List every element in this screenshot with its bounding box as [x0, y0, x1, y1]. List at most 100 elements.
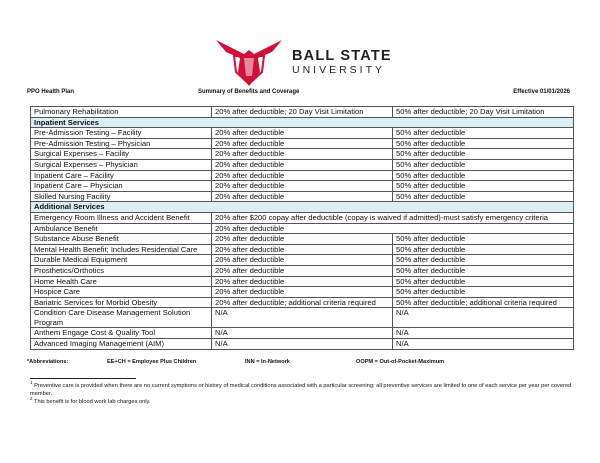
- in-network-cell: 20% after deductible: [211, 137, 393, 150]
- section-header-row: Inpatient Services: [30, 116, 574, 129]
- footnote-mark: 1: [30, 379, 33, 385]
- benefit-name-cell: Inpatient Services: [30, 116, 574, 129]
- table-row: Surgical Expenses – Physician 20% after d…: [30, 158, 574, 171]
- table-row: Inpatient Care – Physician 20% after dedu…: [30, 180, 574, 192]
- benefit-name-cell: Prosthetics/Orthotics: [30, 264, 212, 277]
- out-of-network-cell: 50% after deductible; additional criteri…: [392, 296, 574, 309]
- in-network-cell: 20% after deductible: [211, 233, 393, 245]
- footnote-mark: 2: [30, 395, 33, 401]
- document-body: Pulmonary Rehabilitation 20% after deduct…: [27, 106, 576, 406]
- out-of-network-cell: 50% after deductible: [392, 158, 574, 171]
- table-row: Bariatric Services for Morbid Obesity 20%…: [30, 296, 574, 309]
- benefit-name-cell: Advanced Imaging Management (AIM): [30, 338, 212, 350]
- logo-line2: UNIVERSITY: [292, 64, 386, 76]
- benefit-name-cell: Skilled Nursing Facility: [30, 190, 212, 203]
- in-network-cell: 20% after $200 copay after deductible (c…: [211, 211, 574, 224]
- logo-line1: BALL STATE: [292, 48, 392, 64]
- benefit-name-cell: Inpatient Care – Facility: [30, 169, 212, 182]
- benefit-name-cell: Surgical Expenses – Physician: [30, 158, 212, 171]
- section-header-row: Additional Services: [30, 201, 574, 213]
- plan-name: PPO Health Plan: [27, 89, 75, 95]
- in-network-cell: N/A: [211, 338, 393, 350]
- abbreviations-label: *Abbreviations:: [27, 358, 69, 365]
- out-of-network-cell: N/A: [392, 338, 574, 350]
- in-network-cell: 20% after deductible: [211, 254, 393, 266]
- in-network-cell: 20% after deductible: [211, 243, 393, 256]
- benefit-name-cell: Anthem Engage Cost & Quality Tool: [30, 327, 212, 340]
- out-of-network-cell: 50% after deductible: [392, 180, 574, 192]
- table-row: Pre-Admission Testing – Physician 20% aft…: [30, 137, 574, 150]
- in-network-cell: 20% after deductible: [211, 275, 393, 288]
- document-title: Summary of Benefits and Coverage: [198, 89, 300, 95]
- table-row: Pulmonary Rehabilitation 20% after deduct…: [30, 106, 574, 118]
- abbreviation-item: OOPM = Out-of-Pocket-Maximum: [356, 358, 445, 365]
- footnote-text: Preventive care is provided when there a…: [30, 382, 572, 397]
- footnote-2: 2 This benefit is for blood work lab cha…: [30, 395, 575, 406]
- out-of-network-cell: 50% after deductible: [392, 275, 574, 288]
- table-row: Home Health Care 20% after deductible 50% …: [30, 275, 574, 288]
- benefit-name-cell: Surgical Expenses – Facility: [30, 148, 212, 160]
- benefit-name-cell: Bariatric Services for Morbid Obesity: [30, 296, 212, 309]
- out-of-network-cell: 50% after deductible: [392, 127, 574, 139]
- benefit-name-cell: Pulmonary Rehabilitation: [30, 106, 212, 118]
- in-network-cell: 20% after deductible: [211, 169, 393, 182]
- benefit-name-cell: Home Health Care: [30, 275, 212, 288]
- abbreviation-item: INN = In-Network: [245, 358, 290, 365]
- out-of-network-cell: N/A: [392, 327, 574, 340]
- benefit-name-cell: Hospice Care: [30, 286, 212, 298]
- benefit-name-cell: Substance Abuse Benefit: [30, 233, 212, 245]
- abbreviations-row: *Abbreviations: EE+CH = Employee Plus Ch…: [27, 358, 576, 366]
- table-row: Pre-Admission Testing – Facility 20% afte…: [30, 127, 574, 139]
- out-of-network-cell: 50% after deductible: [392, 233, 574, 245]
- out-of-network-cell: N/A: [392, 307, 574, 329]
- benefit-name-cell: Additional Services: [30, 201, 574, 213]
- abbreviation-item: EE+CH = Employee Plus Children: [107, 358, 197, 365]
- in-network-cell: 20% after deductible: [211, 148, 393, 160]
- table-row: Condition Care Disease Management Soluti…: [30, 307, 574, 329]
- benefit-name-cell: Emergency Room Illness and Accident Bene…: [30, 211, 212, 224]
- in-network-cell: 20% after deductible: [211, 180, 393, 192]
- benefit-name-cell: Ambulance Benefit: [30, 222, 212, 235]
- out-of-network-cell: 50% after deductible: [392, 148, 574, 160]
- out-of-network-cell: 50% after deductible; 20 Day Visit Limit…: [392, 106, 574, 118]
- in-network-cell: 20% after deductible: [211, 127, 393, 139]
- footnote-1: 1 Preventive care is provided when there…: [30, 379, 575, 398]
- table-row: Substance Abuse Benefit 20% after deducti…: [30, 233, 574, 245]
- out-of-network-cell: 50% after deductible: [392, 254, 574, 266]
- in-network-cell: 20% after deductible: [211, 190, 393, 203]
- table-row: Emergency Room Illness and Accident Bene…: [30, 211, 574, 224]
- in-network-cell: 20% after deductible; 20 Day Visit Limit…: [211, 106, 393, 118]
- out-of-network-cell: 50% after deductible: [392, 286, 574, 298]
- in-network-cell: 20% after deductible: [211, 286, 393, 298]
- table-row: Prosthetics/Orthotics 20% after deductibl…: [30, 264, 574, 277]
- in-network-cell: N/A: [211, 307, 393, 329]
- out-of-network-cell: 50% after deductible: [392, 264, 574, 277]
- out-of-network-cell: 50% after deductible: [392, 169, 574, 182]
- in-network-cell: 20% after deductible; additional criteri…: [211, 296, 393, 309]
- out-of-network-cell: 50% after deductible: [392, 137, 574, 150]
- in-network-cell: N/A: [211, 327, 393, 340]
- table-row: Durable Medical Equipment 20% after deduc…: [30, 254, 574, 266]
- effective-date: Effective 01/01/2026: [513, 89, 570, 95]
- in-network-cell: 20% after deductible: [211, 222, 574, 235]
- in-network-cell: 20% after deductible: [211, 158, 393, 171]
- ball-state-logo: BALL STATE UNIVERSITY: [214, 36, 391, 88]
- out-of-network-cell: 50% after deductible: [392, 243, 574, 256]
- benefit-name-cell: Mental Health Benefit; Includes Resident…: [30, 243, 212, 256]
- table-row: Hospice Care 20% after deductible 50% afte…: [30, 286, 574, 298]
- table-row: Ambulance Benefit 20% after deductible: [30, 222, 574, 235]
- in-network-cell: 20% after deductible: [211, 264, 393, 277]
- benefit-name-cell: Durable Medical Equipment: [30, 254, 212, 266]
- footnote-text: This benefit is for blood work lab charg…: [34, 398, 151, 405]
- benefit-name-cell: Inpatient Care – Physician: [30, 180, 212, 192]
- footnote-divider: [30, 377, 136, 379]
- table-row: Advanced Imaging Management (AIM) N/A N/A: [30, 338, 574, 350]
- benefit-name-cell: Condition Care Disease Management Soluti…: [30, 307, 212, 329]
- benefits-table: Pulmonary Rehabilitation 20% after deduct…: [30, 106, 574, 350]
- table-row: Surgical Expenses – Facility 20% after de…: [30, 148, 574, 160]
- table-row: Anthem Engage Cost & Quality Tool N/A N/A: [30, 327, 574, 340]
- table-row: Skilled Nursing Facility 20% after deduct…: [30, 190, 574, 203]
- table-row: Mental Health Benefit; Includes Resident…: [30, 243, 574, 256]
- table-row: Inpatient Care – Facility 20% after deduc…: [30, 169, 574, 182]
